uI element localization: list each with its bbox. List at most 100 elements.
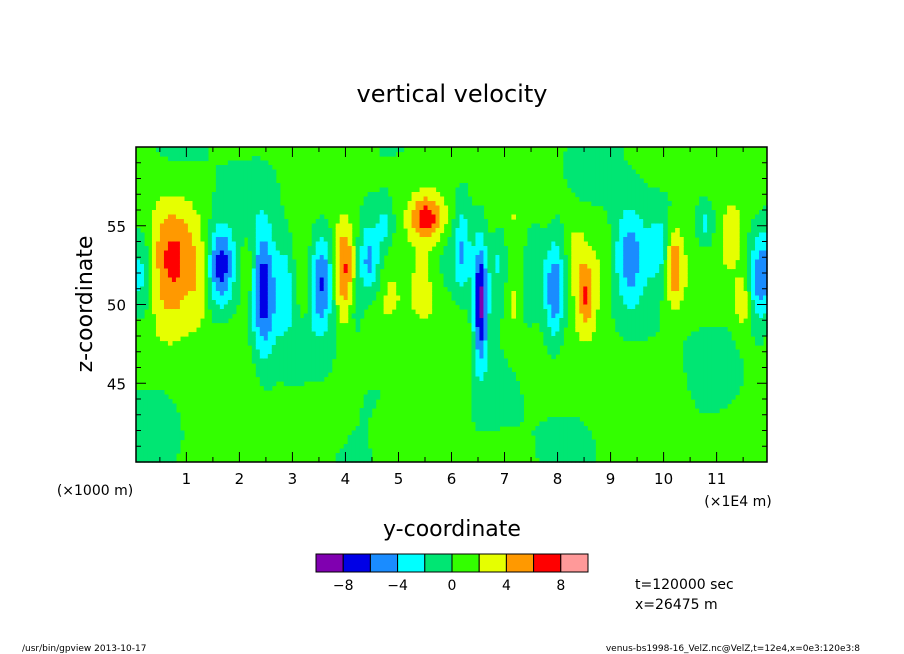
heatmap-cell (151, 453, 157, 459)
heatmap-cell (463, 187, 469, 193)
heatmap-cell (491, 291, 497, 297)
heatmap-cell (715, 381, 720, 387)
heatmap-cell (323, 300, 329, 306)
heatmap-cell (487, 363, 493, 369)
heatmap-cell (319, 255, 325, 261)
heatmap-cell (303, 331, 309, 337)
heatmap-cell (723, 399, 728, 405)
heatmap-cell (171, 277, 177, 283)
heatmap-cell (535, 309, 540, 315)
heatmap-cell (691, 376, 696, 382)
heatmap-cell (323, 282, 329, 288)
heatmap-cell (643, 205, 648, 211)
heatmap-cell (691, 345, 696, 351)
heatmap-cell (183, 322, 189, 328)
heatmap-cell (303, 313, 309, 319)
heatmap-cell (347, 237, 353, 243)
heatmap-cell (431, 232, 437, 238)
heatmap-cell (363, 300, 369, 306)
heatmap-cell (255, 174, 261, 180)
heatmap-cell (379, 187, 385, 193)
heatmap-cell (619, 331, 624, 337)
heatmap-cell (459, 183, 465, 189)
heatmap-cell (763, 300, 768, 306)
heatmap-cell (547, 286, 552, 292)
heatmap-cell (563, 457, 568, 463)
heatmap-cell (715, 363, 720, 369)
heatmap-cell (475, 268, 481, 274)
heatmap-cell (651, 268, 656, 274)
heatmap-cell (255, 165, 261, 171)
heatmap-cell (703, 376, 708, 382)
heatmap-cell (663, 228, 668, 234)
heatmap-cell (643, 300, 648, 306)
heatmap-cell (136, 408, 141, 414)
heatmap-cell (591, 165, 596, 171)
heatmap-cell (179, 282, 185, 288)
heatmap-cell (379, 223, 385, 229)
heatmap-cell (611, 237, 616, 243)
heatmap-cell (383, 201, 389, 207)
heatmap-cell (475, 282, 481, 288)
heatmap-cell (187, 322, 193, 328)
heatmap-cell (195, 282, 201, 288)
heatmap-cell (487, 268, 493, 274)
heatmap-cell (271, 223, 277, 229)
heatmap-cell (231, 255, 237, 261)
heatmap-cell (263, 205, 269, 211)
heatmap-cell (247, 196, 253, 202)
heatmap-cell (155, 331, 161, 337)
heatmap-cell (311, 264, 317, 270)
heatmap-cell (187, 223, 193, 229)
heatmap-cell (136, 403, 141, 409)
heatmap-cell (139, 277, 145, 283)
heatmap-cell (263, 192, 269, 198)
heatmap-cell (615, 192, 620, 198)
heatmap-cell (315, 363, 321, 369)
heatmap-cell (295, 331, 301, 337)
heatmap-cell (139, 232, 145, 238)
heatmap-cell (199, 286, 205, 292)
heatmap-cell (275, 187, 281, 193)
heatmap-cell (167, 408, 173, 414)
heatmap-cell (191, 237, 197, 243)
heatmap-cell (287, 345, 293, 351)
heatmap-cell (143, 264, 149, 270)
heatmap-cell (639, 196, 644, 202)
heatmap-cell (415, 259, 421, 265)
heatmap-cell (723, 336, 728, 342)
heatmap-cell (595, 174, 600, 180)
heatmap-cell (183, 313, 189, 319)
heatmap-cell (471, 376, 477, 382)
heatmap-cell (219, 273, 225, 279)
heatmap-cell (735, 255, 740, 261)
heatmap-cell (491, 250, 497, 256)
heatmap-cell (547, 300, 552, 306)
heatmap-cell (643, 214, 648, 220)
heatmap-cell (227, 295, 233, 301)
heatmap-cell (315, 372, 321, 378)
heatmap-cell (495, 372, 501, 378)
heatmap-cell (343, 246, 349, 252)
heatmap-cell (167, 147, 173, 153)
heatmap-cell (683, 255, 688, 261)
heatmap-cell (551, 295, 556, 301)
heatmap-cell (651, 277, 656, 283)
heatmap-cell (279, 313, 285, 319)
heatmap-cell (491, 336, 497, 342)
heatmap-cell (651, 201, 656, 207)
heatmap-cell (311, 282, 317, 288)
heatmap-cell (151, 219, 157, 225)
heatmap-cell (487, 399, 493, 405)
heatmap-cell (459, 295, 465, 301)
heatmap-cell (551, 444, 556, 450)
heatmap-cell (483, 268, 489, 274)
heatmap-cell (287, 336, 293, 342)
heatmap-cell (711, 358, 716, 364)
heatmap-cell (475, 408, 481, 414)
heatmap-cell (591, 295, 596, 301)
heatmap-cell (379, 219, 385, 225)
heatmap-cell (355, 322, 361, 328)
heatmap-cell (371, 273, 377, 279)
heatmap-cell (259, 327, 265, 333)
